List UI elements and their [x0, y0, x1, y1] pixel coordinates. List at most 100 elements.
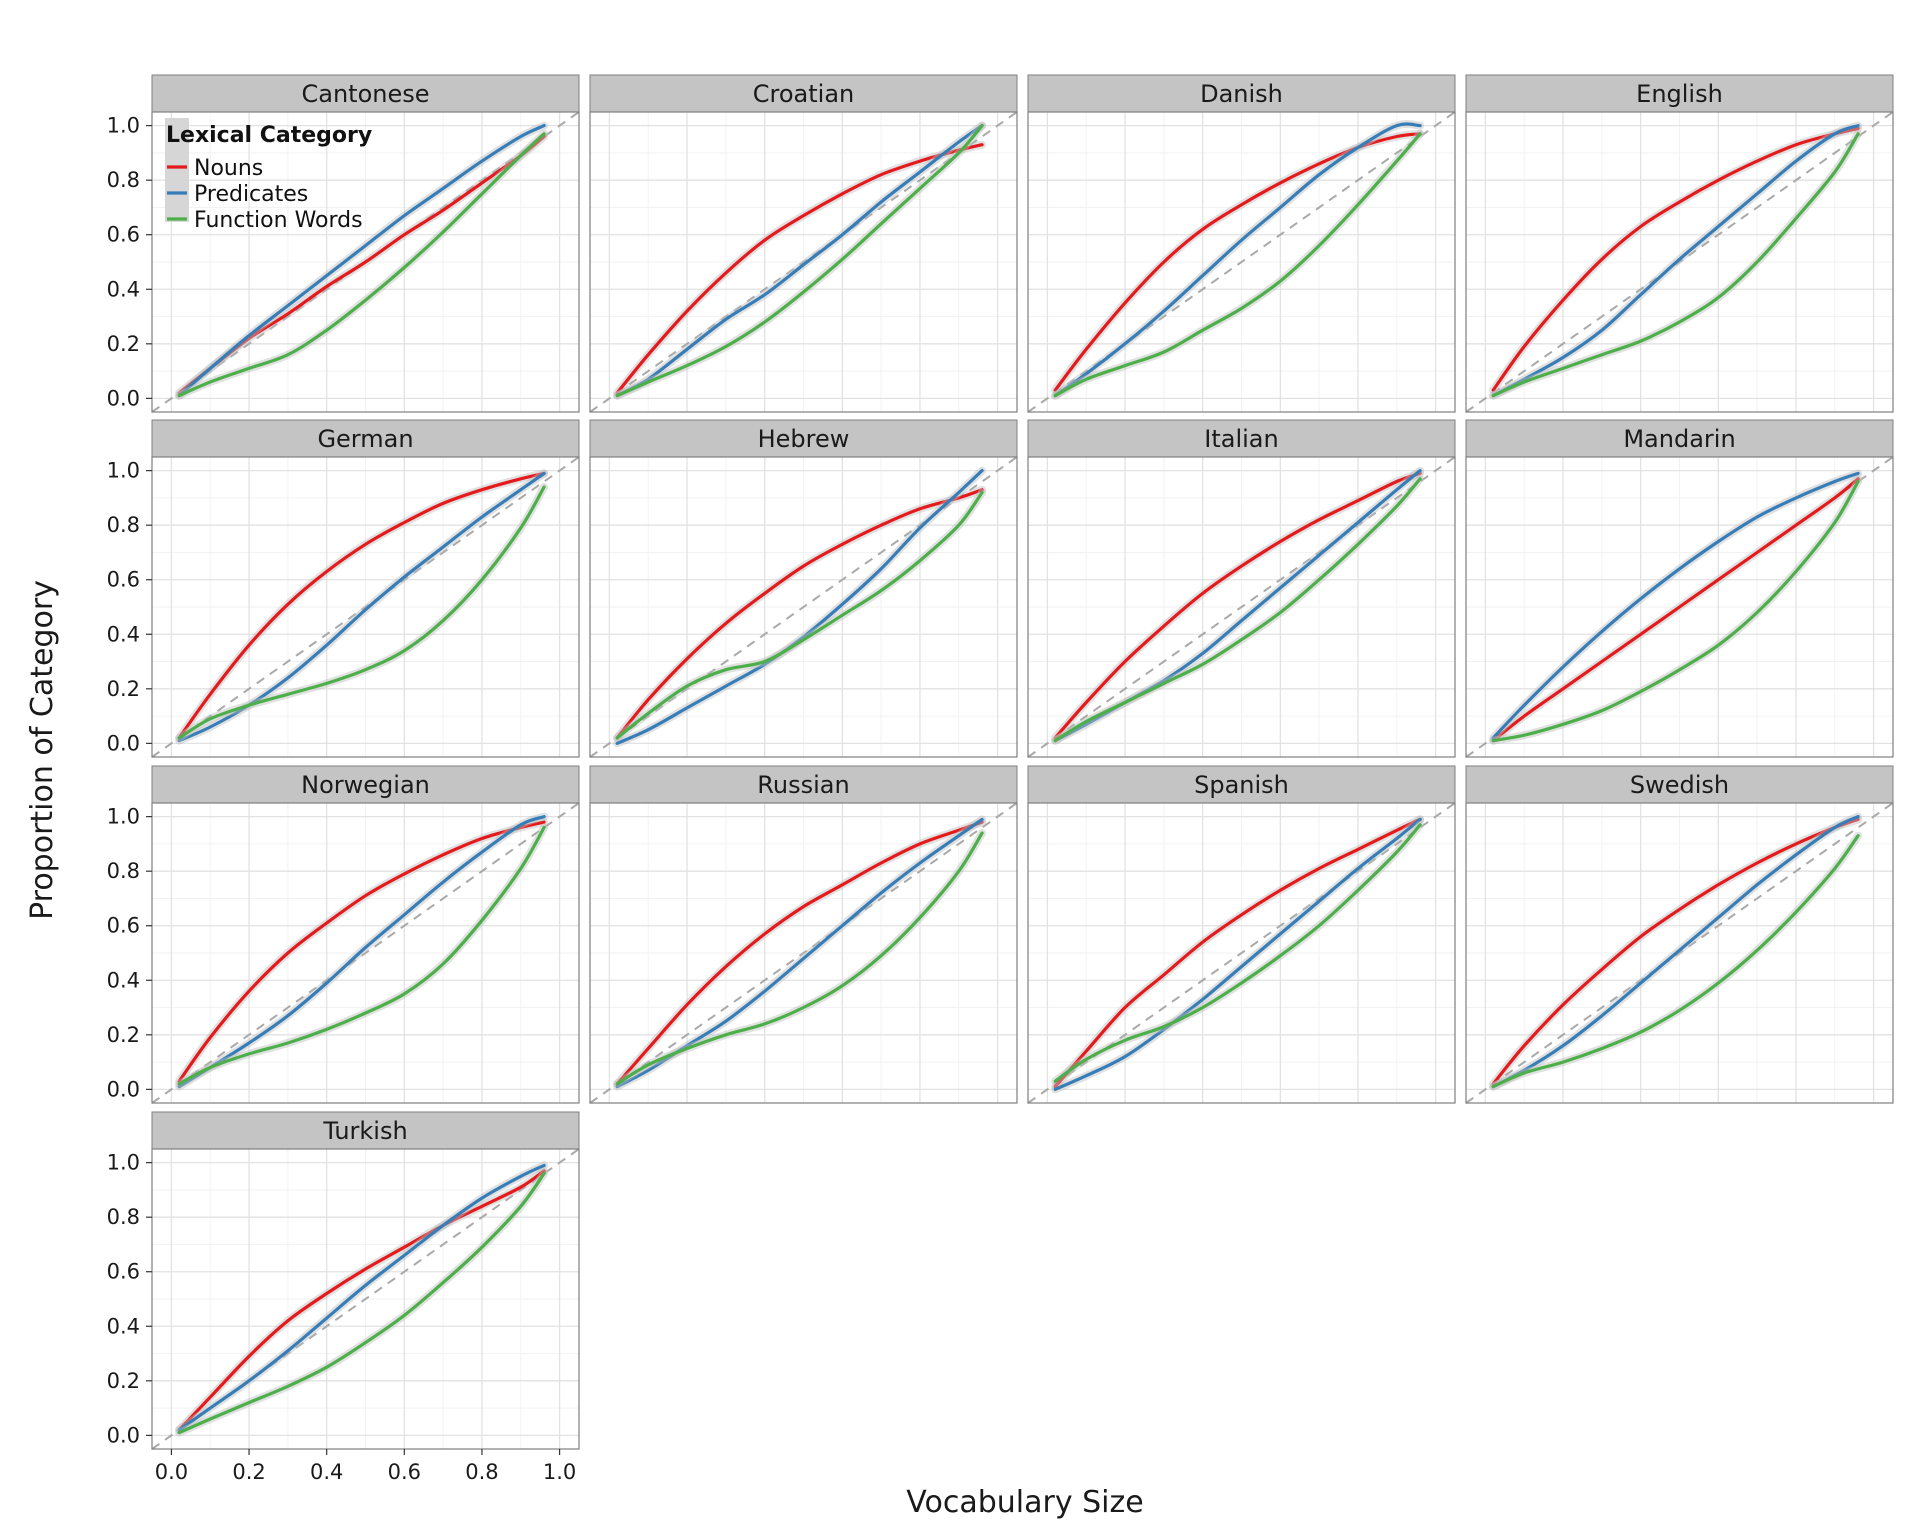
series-line-function-words	[177, 485, 546, 740]
facet-title: German	[317, 425, 413, 453]
legend: Lexical Category NounsPredicatesFunction …	[165, 118, 372, 233]
facet-russian: Russian	[589, 765, 1018, 1104]
y-tick-label: 1.0	[107, 1151, 140, 1175]
facet-title: Swedish	[1630, 771, 1729, 799]
facet-strip	[151, 1111, 580, 1150]
y-tick-label: 0.8	[107, 168, 140, 192]
legend-key-background	[165, 118, 189, 222]
series-line-nouns	[615, 488, 984, 740]
facet-title: Croatian	[753, 80, 854, 108]
y-tick-label: 0.2	[107, 1023, 140, 1047]
series-line-predicates	[1053, 817, 1422, 1091]
panel-border	[151, 802, 580, 1104]
panel-border	[151, 456, 580, 758]
panel-border	[1027, 802, 1456, 1104]
x-axis-title: Vocabulary Size	[906, 1485, 1143, 1520]
facet-turkish: Turkish 0.0 0.2 0.4 0.6 0.8 1.0 0.0 0.2 0.4 0.6 0.8…	[107, 1111, 580, 1484]
y-tick-label: 0.6	[107, 223, 140, 247]
x-tick-label: 0.6	[388, 1460, 421, 1484]
y-tick-label: 1.0	[107, 114, 140, 138]
y-tick-label: 0.0	[107, 731, 140, 755]
series-line-predicates	[615, 124, 984, 398]
series-line-nouns	[1053, 132, 1422, 392]
series-line-nouns	[615, 820, 984, 1086]
panel-border	[151, 1148, 580, 1450]
series-line-predicates	[1491, 471, 1860, 740]
series-line-function-words	[615, 490, 984, 740]
facet-title: Hebrew	[758, 425, 850, 453]
facet-cantonese: Cantonese 0.0 0.2 0.4 0.6 0.8 1.0	[107, 74, 580, 413]
reference-diagonal	[151, 802, 580, 1104]
series-line-nouns	[1491, 477, 1860, 743]
series-line-nouns	[1491, 126, 1860, 392]
y-tick-label: 1.0	[107, 805, 140, 829]
y-tick-label: 0.4	[107, 277, 140, 301]
facet-german: German 0.0 0.2 0.4 0.6 0.8 1.0	[107, 419, 580, 758]
y-tick-label: 0.6	[107, 914, 140, 938]
y-tick-label: 0.0	[107, 386, 140, 410]
facet-mandarin: Mandarin	[1465, 419, 1894, 758]
series-line-predicates	[1491, 815, 1860, 1089]
legend-title: Lexical Category	[166, 123, 372, 148]
facet-strip	[151, 765, 580, 804]
series-line-function-words	[1491, 834, 1860, 1089]
series-line-nouns	[1053, 817, 1422, 1089]
y-tick-label: 0.2	[107, 1369, 140, 1393]
series-line-predicates	[1053, 122, 1422, 398]
series-line-nouns	[177, 820, 546, 1083]
y-tick-label: 0.8	[107, 513, 140, 537]
series-line-predicates	[615, 469, 984, 745]
facet-strip	[151, 74, 580, 113]
facet-hebrew: Hebrew	[589, 419, 1018, 758]
facet-strip	[1465, 765, 1894, 804]
panel-border	[1027, 456, 1456, 758]
y-tick-label: 0.8	[107, 1205, 140, 1229]
panel-border	[1465, 802, 1894, 1104]
panel-border	[1027, 111, 1456, 413]
facet-title: Spanish	[1194, 771, 1289, 799]
series-line-function-words	[615, 124, 984, 398]
panel-border	[151, 111, 580, 413]
legend-label-nouns: Nouns	[194, 156, 263, 181]
series-line-predicates	[177, 124, 546, 398]
series-line-predicates	[177, 1163, 546, 1432]
reference-diagonal	[1027, 456, 1456, 758]
y-axis-title: Proportion of Category	[25, 580, 60, 920]
facet-spanish: Spanish	[1027, 765, 1456, 1104]
reference-diagonal	[151, 456, 580, 758]
facet-title: Italian	[1204, 425, 1278, 453]
facet-title: Norwegian	[301, 771, 430, 799]
series-line-function-words	[1491, 479, 1860, 743]
reference-diagonal	[1465, 802, 1894, 1104]
facet-title: Cantonese	[301, 80, 429, 108]
facet-norwegian: Norwegian 0.0 0.2 0.4 0.6 0.8 1.0	[107, 765, 580, 1104]
series-line-predicates	[177, 815, 546, 1089]
reference-diagonal	[589, 111, 1018, 413]
reference-diagonal	[589, 802, 1018, 1104]
y-tick-label: 0.4	[107, 968, 140, 992]
x-tick-label: 0.0	[155, 1460, 188, 1484]
y-tick-label: 0.4	[107, 622, 140, 646]
series-line-function-words	[177, 1171, 546, 1435]
facet-italian: Italian	[1027, 419, 1456, 758]
facet-title: Danish	[1200, 80, 1283, 108]
y-tick-label: 0.6	[107, 568, 140, 592]
facet-strip	[151, 419, 580, 458]
facet-title: Russian	[757, 771, 849, 799]
series-line-function-words	[1491, 132, 1860, 398]
x-tick-label: 1.0	[543, 1460, 576, 1484]
y-tick-label: 0.8	[107, 859, 140, 883]
series-line-nouns	[615, 143, 984, 395]
facet-strip	[1027, 419, 1456, 458]
legend-label-function-words: Function Words	[194, 208, 363, 233]
series-line-function-words	[1053, 823, 1422, 1083]
facet-panels: Cantonese 0.0 0.2 0.4 0.6 0.8 1.0 Croatian Danis…	[107, 74, 1894, 1484]
series-line-predicates	[177, 471, 546, 743]
y-tick-label: 0.6	[107, 1260, 140, 1284]
x-tick-label: 0.8	[465, 1460, 498, 1484]
legend-label-predicates: Predicates	[194, 182, 308, 207]
facet-swedish: Swedish	[1465, 765, 1894, 1104]
panel-border	[589, 456, 1018, 758]
facet-strip	[1027, 74, 1456, 113]
